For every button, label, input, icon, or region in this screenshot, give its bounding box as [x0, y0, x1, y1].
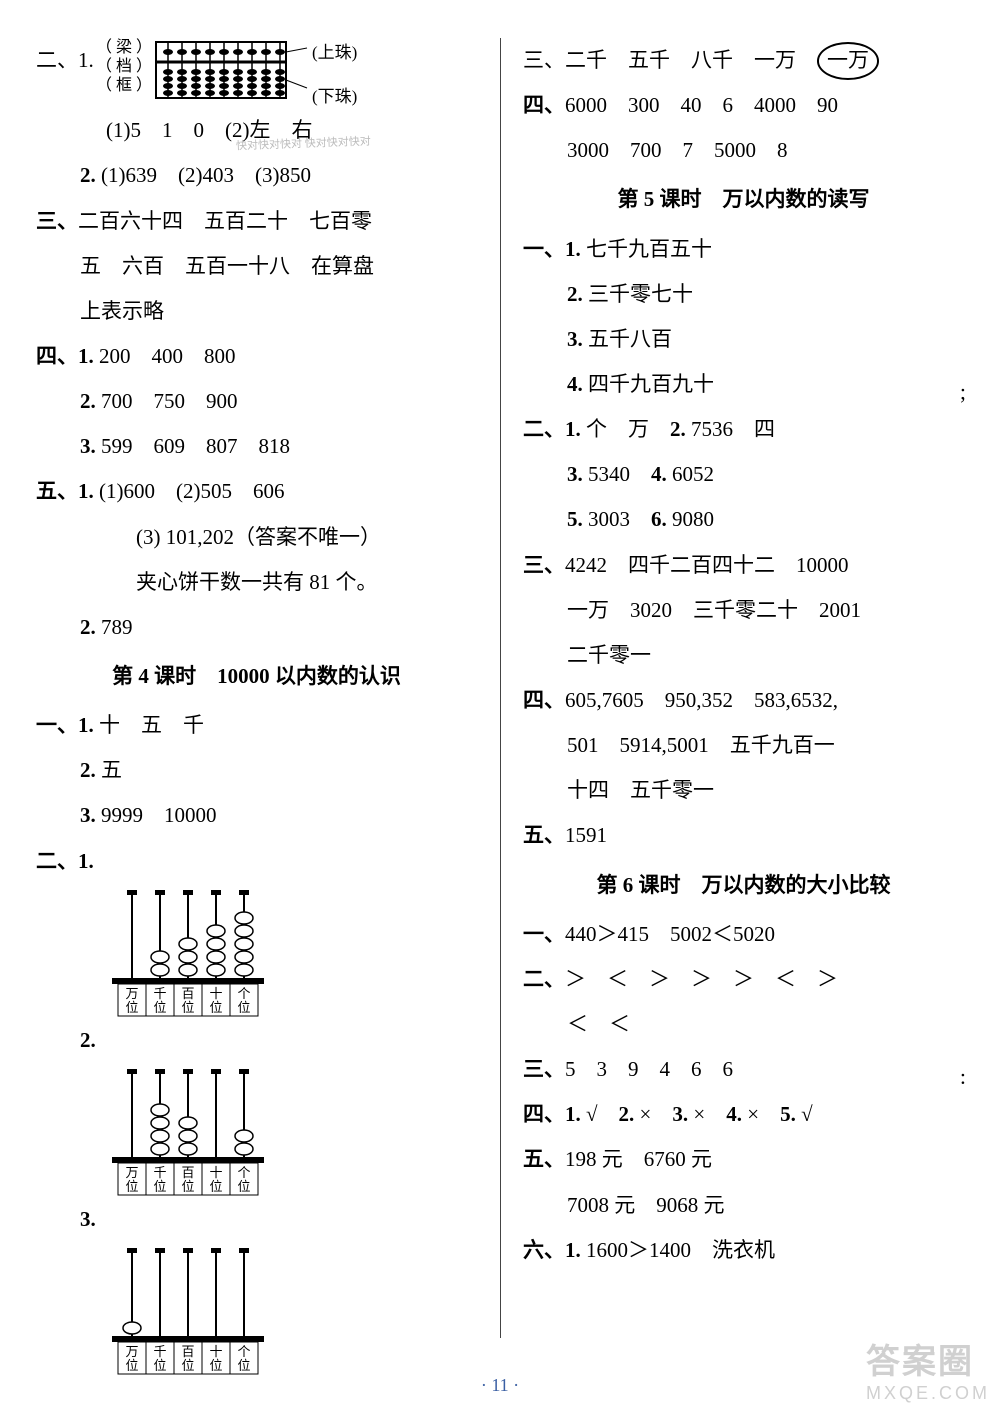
svg-text:百: 百 — [181, 986, 194, 1001]
svg-text:位: 位 — [125, 1179, 138, 1194]
column-divider — [500, 38, 501, 1338]
svg-text:千: 千 — [153, 1344, 166, 1359]
svg-text:个: 个 — [237, 986, 250, 1001]
heading-lesson5: 第 5 课时 万以内数的读写 — [523, 173, 964, 226]
svg-text:百: 百 — [181, 1344, 194, 1359]
svg-text:位: 位 — [209, 1000, 222, 1015]
line-r9: 3. 5340 4. 6052 — [523, 452, 964, 497]
right-column: 三、二千 五千 八千 一万 一万 四、6000 300 40 6 4000 90… — [495, 38, 964, 1368]
line-r16: 十四 五千零一 — [523, 768, 964, 813]
line-l18: 2. — [36, 1018, 477, 1063]
svg-text:位: 位 — [153, 1358, 166, 1373]
line-l15: 2. 五 — [36, 748, 477, 793]
svg-text:位: 位 — [181, 1179, 194, 1194]
heading-lesson6: 第 6 课时 万以内数的大小比较 — [523, 859, 964, 912]
line-l12: 夹心饼干数一共有 81 个。 — [36, 560, 477, 605]
svg-text:百: 百 — [181, 1165, 194, 1180]
line-l14: 一、1. 十 五 千 — [36, 703, 477, 748]
line-r3: 3000 700 7 5000 8 — [523, 128, 964, 173]
svg-text:位: 位 — [237, 1000, 250, 1015]
circled-yiwan: 一万 — [817, 42, 879, 80]
bracket-dang: （ 档 ） — [96, 58, 152, 75]
line-r5: 2. 三千零七十 — [523, 272, 964, 317]
line-r15: 501 5914,5001 五千九百一 — [523, 723, 964, 768]
annot-bottom-bead: (下珠) — [312, 87, 357, 106]
svg-text:个: 个 — [237, 1344, 250, 1359]
line-l3: 2. (1)639 (2)403 (3)850 — [36, 153, 477, 198]
svg-text:位: 位 — [181, 1358, 194, 1373]
svg-text:位: 位 — [153, 1179, 166, 1194]
svg-text:位: 位 — [153, 1000, 166, 1015]
line-r14: 四、605,7605 950,352 583,6532, — [523, 678, 964, 723]
line-r25: 六、1. 1600＞1400 洗衣机 — [523, 1228, 964, 1273]
vertical-abacus-1: 万位千位百位十位个位 — [106, 888, 477, 1018]
line-r12: 一万 3020 三千零二十 2001 — [523, 588, 964, 633]
line-r7: 4. 四千九百九十 — [523, 362, 964, 407]
svg-text:万: 万 — [125, 986, 138, 1001]
svg-text:十: 十 — [209, 986, 222, 1001]
vertical-abacus-2: 万位千位百位十位个位 — [106, 1067, 477, 1197]
watermark-bottom: MXQE.COM — [866, 1383, 990, 1403]
svg-text:位: 位 — [209, 1179, 222, 1194]
svg-text:位: 位 — [237, 1358, 250, 1373]
line-l16: 3. 9999 10000 — [36, 793, 477, 838]
line-r17: 五、1591 — [523, 813, 964, 858]
line-r4: 一、1. 七千九百五十 — [523, 227, 964, 272]
line-r6: 3. 五千八百 — [523, 317, 964, 362]
line-r23: 五、198 元 6760 元 — [523, 1137, 964, 1182]
line-r1: 三、二千 五千 八千 一万 一万 — [523, 38, 964, 83]
annot-top-bead: (上珠) — [312, 43, 357, 62]
line-l10: 五、1. (1)600 (2)505 606 — [36, 469, 477, 514]
svg-text:位: 位 — [237, 1179, 250, 1194]
line-l4: 三、二百六十四 五百二十 七百零 — [36, 199, 477, 244]
item-2-1: 二、1. （ 梁 ） （ 档 ） （ 框 ） — [36, 38, 477, 108]
left-column: 二、1. （ 梁 ） （ 档 ） （ 框 ） — [36, 38, 495, 1368]
line-r22: 四、1. √ 2. × 3. × 4. × 5. √ — [523, 1092, 964, 1137]
line-l11: (3) 101,202（答案不唯一） — [36, 515, 477, 560]
line-r21: 三、5 3 9 4 6 6 — [523, 1047, 964, 1092]
bracket-kuang: （ 框 ） — [96, 77, 152, 94]
line-l7: 四、1. 200 400 800 — [36, 334, 477, 379]
svg-text:千: 千 — [153, 1165, 166, 1180]
line-r19: 二、＞ ＜ ＞ ＞ ＞ ＜ ＞ — [523, 957, 964, 1002]
heading-lesson4: 第 4 课时 10000 以内数的认识 — [36, 650, 477, 703]
svg-text:十: 十 — [209, 1165, 222, 1180]
r1-pre: 三、二千 五千 八千 一万 — [523, 48, 817, 72]
line-l9: 3. 599 609 807 818 — [36, 424, 477, 469]
vertical-abacus-3: 万位千位百位十位个位 — [106, 1246, 477, 1376]
watermark-icon: 答案圈 MXQE.COM — [866, 1334, 990, 1404]
line-r13: 二千零一 — [523, 633, 964, 678]
line-r11: 三、4242 四千二百四十二 10000 — [523, 543, 964, 588]
line-l19: 3. — [36, 1197, 477, 1242]
svg-text:位: 位 — [125, 1000, 138, 1015]
line-l5: 五 六百 五百一十八 在算盘 — [36, 244, 477, 289]
line-l17: 二、1. — [36, 839, 477, 884]
line-l6: 上表示略 — [36, 289, 477, 334]
line-r8: 二、1. 个 万 2. 7536 四 — [523, 407, 964, 452]
watermark-top: 答案圈 — [866, 1343, 974, 1381]
bracket-liang: （ 梁 ） — [96, 39, 152, 56]
svg-text:万: 万 — [125, 1344, 138, 1359]
svg-text:位: 位 — [209, 1358, 222, 1373]
line-r20: ＜ ＜ — [523, 1002, 964, 1047]
line-r18: 一、440＞415 5002＜5020 — [523, 912, 964, 957]
svg-text:十: 十 — [209, 1344, 222, 1359]
svg-text:千: 千 — [153, 986, 166, 1001]
label-2-1: 二、1. — [36, 38, 96, 83]
line-l13: 2. 789 — [36, 605, 477, 650]
line-l8: 2. 700 750 900 — [36, 379, 477, 424]
line-r2: 四、6000 300 40 6 4000 90 — [523, 83, 964, 128]
side-mark-1: ; — [960, 368, 966, 415]
page-number: · 11 · — [0, 1375, 1000, 1396]
svg-text:个: 个 — [237, 1165, 250, 1180]
abacus-horizontal-icon — [152, 38, 312, 102]
svg-text:位: 位 — [181, 1000, 194, 1015]
side-mark-2: : — [960, 1053, 966, 1100]
line-r10: 5. 3003 6. 9080 — [523, 497, 964, 542]
line-r24: 7008 元 9068 元 — [523, 1183, 964, 1228]
svg-text:万: 万 — [125, 1165, 138, 1180]
svg-text:位: 位 — [125, 1358, 138, 1373]
